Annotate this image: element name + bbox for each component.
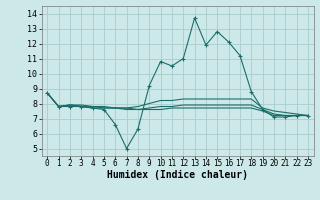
X-axis label: Humidex (Indice chaleur): Humidex (Indice chaleur)	[107, 170, 248, 180]
